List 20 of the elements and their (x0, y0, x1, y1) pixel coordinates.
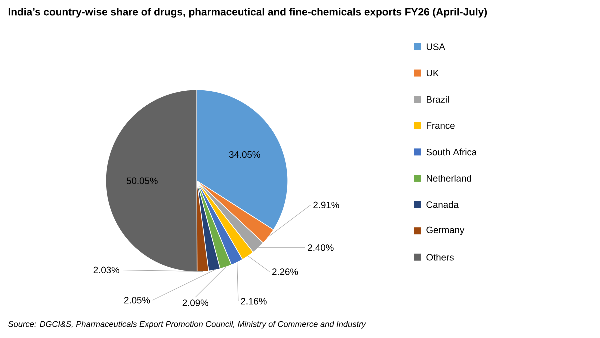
legend-label: USA (426, 44, 446, 50)
data-label: 2.91% (314, 202, 340, 209)
legend-label: Germany (426, 226, 465, 236)
data-label: 34.05% (229, 151, 260, 158)
data-label: 2.16% (241, 298, 267, 305)
chart-title: India’s country-wise share of drugs, pharmaceutical and fine-chemicals exports FY26 (April-July) (8, 8, 488, 18)
data-label: 2.40% (308, 244, 334, 252)
legend-label: Brazil (427, 96, 449, 104)
legend-label: Others (426, 254, 454, 261)
legend-label: Canada (426, 201, 459, 208)
legend-label: Netherland (427, 175, 472, 182)
data-label: 2.26% (272, 268, 298, 276)
source-note: Source: DGCI&S, Pharmaceuticals Export Promotion Council, Ministry of Commerce and Industry (8, 321, 366, 329)
data-label: 2.05% (124, 297, 150, 304)
legend-label: France (427, 122, 455, 130)
data-label: 50.05% (126, 178, 158, 184)
legend-label: South Africa (426, 148, 478, 156)
data-label: 2.09% (182, 300, 209, 306)
legend-label: UK (426, 70, 440, 77)
data-label: 2.03% (94, 266, 120, 274)
